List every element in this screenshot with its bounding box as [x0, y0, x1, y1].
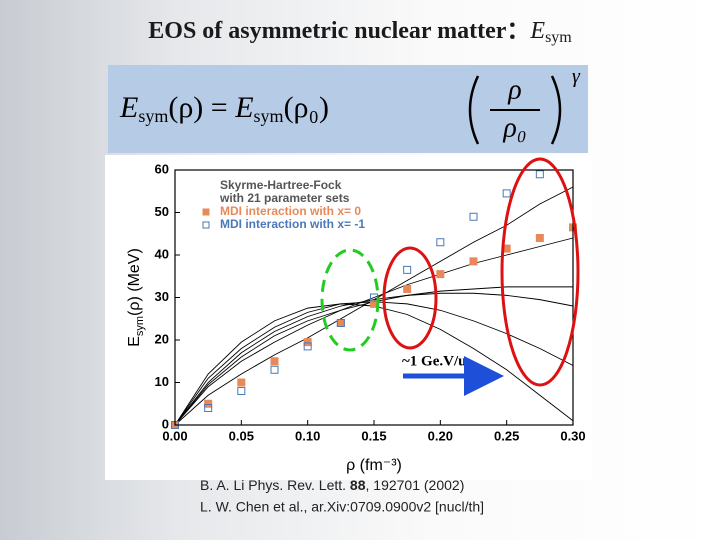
- formula-numerator: ρ: [507, 74, 521, 105]
- y-tick-label: 40: [155, 246, 169, 261]
- citation: B. A. Li Phys. Rev. Lett. 88, 192701 (20…: [200, 477, 464, 493]
- y-axis-label: Esym(ρ) (MeV): [126, 248, 146, 347]
- marker: [336, 319, 345, 327]
- y-tick-label: 20: [155, 331, 169, 346]
- formula-part: E: [234, 91, 253, 124]
- skyrme-curve: [174, 237, 574, 426]
- marker: [370, 293, 378, 302]
- legend-label: Skyrme-Hartree-Fock: [220, 178, 342, 192]
- x-tick-label: 0.20: [428, 428, 453, 443]
- citation-volume: 88: [350, 477, 366, 493]
- formula-denominator: ρ₀: [502, 112, 526, 143]
- marker: [535, 234, 544, 242]
- plot: 0 10 20 30 40 50 60 0.00 0.05 0.10 0.15 0.20 0.25 0.3…: [126, 157, 586, 474]
- highlight-ellipse: [382, 246, 438, 350]
- y-tick-label: 50: [155, 204, 169, 219]
- legend-swatch: [202, 208, 210, 216]
- paren: [550, 75, 562, 145]
- formula-part: sym: [254, 106, 284, 126]
- marker: [303, 338, 312, 347]
- marker: [403, 285, 412, 293]
- y-label-part: E: [126, 336, 143, 347]
- marker: [204, 399, 213, 408]
- marker: [237, 387, 246, 395]
- highlight-ellipse: [320, 248, 380, 352]
- formula-part: (ρ₀): [284, 91, 329, 124]
- x-axis-label: ρ (fm⁻³): [346, 457, 402, 474]
- chart-panel: [105, 155, 592, 480]
- formula-part: sym: [138, 106, 168, 126]
- marker: [237, 378, 246, 387]
- legend-label: MDI interaction with x= 0: [220, 204, 361, 218]
- x-tick-label: 0.05: [229, 428, 254, 443]
- skyrme-curve: [174, 292, 574, 426]
- marker: [270, 357, 279, 366]
- marker: [469, 212, 478, 221]
- marker: [403, 265, 412, 274]
- marker: [204, 404, 213, 412]
- plot-frame: [174, 169, 574, 426]
- legend-swatch: [202, 221, 210, 229]
- y-tick-label: 60: [155, 161, 169, 176]
- highlight-ellipse: [500, 157, 580, 387]
- marker: [270, 365, 279, 374]
- y-label-part: (ρ) (MeV): [126, 248, 143, 316]
- formula-part: (ρ) =: [168, 91, 235, 124]
- annotation: ~1 Ge.V/u: [402, 353, 466, 369]
- marker: [303, 342, 312, 351]
- x-tick-label: 0.10: [295, 428, 320, 443]
- y-tick-label: 10: [155, 374, 169, 389]
- legend-label: MDI interaction with x= -1: [220, 217, 365, 231]
- citation-text: B. A. Li Phys. Rev. Lett.: [200, 477, 350, 493]
- formula-part: E: [119, 91, 138, 124]
- marker: [436, 238, 445, 247]
- x-tick-label: 0.00: [162, 428, 187, 443]
- marker: [336, 319, 345, 327]
- legend-label: with 21 parameter sets: [219, 191, 350, 205]
- marker: [469, 257, 478, 266]
- marker: [502, 189, 511, 198]
- y-tick-label: 0: [162, 416, 169, 431]
- title-subscript: sym: [545, 29, 572, 46]
- formula-exponent: γ: [572, 66, 581, 88]
- y-label-part: sym: [134, 316, 146, 336]
- citation: L. W. Chen et al., ar.Xiv:0709.0900v2 [n…: [200, 499, 484, 515]
- title-text: EOS of asymmetric nuclear matter：: [148, 18, 530, 44]
- marker: [436, 270, 445, 279]
- paren: [468, 75, 480, 145]
- x-tick-label: 0.15: [361, 428, 386, 443]
- y-tick-label: 30: [155, 289, 169, 304]
- x-tick-label: 0.25: [494, 428, 519, 443]
- title-symbol: E: [529, 18, 545, 44]
- citation-text: , 192701 (2002): [366, 477, 465, 493]
- formula: Esym(ρ) = Esym(ρ₀): [119, 91, 329, 126]
- x-tick-label: 0.30: [560, 428, 585, 443]
- marker: [535, 170, 544, 179]
- slide-title: EOS of asymmetric nuclear matter：Esym: [148, 18, 572, 46]
